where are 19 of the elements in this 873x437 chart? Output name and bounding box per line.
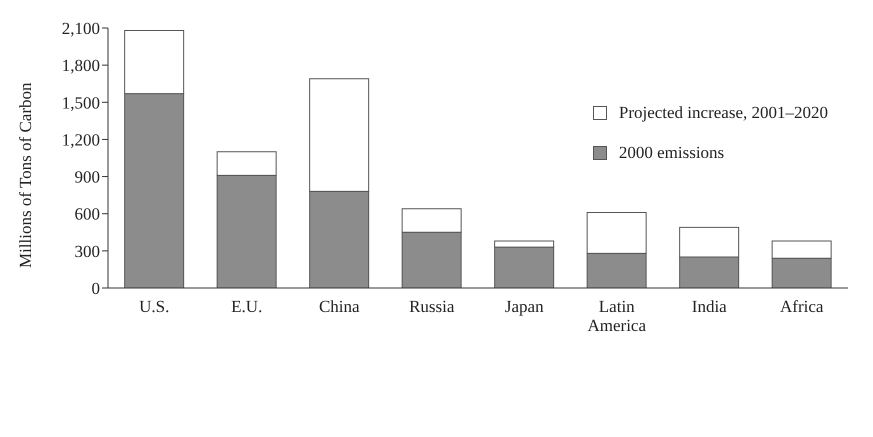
y-tick-label: 1,200 — [62, 130, 100, 150]
y-tick-label: 0 — [92, 279, 100, 298]
x-tick-label: U.S. — [139, 297, 170, 316]
x-tick-label: E.U. — [231, 297, 262, 316]
legend-label: 2000 emissions — [618, 143, 724, 163]
y-tick-label: 900 — [74, 168, 100, 187]
x-tick-label: Russia — [409, 297, 455, 316]
legend-label: Projected increase, 2001–2020 — [618, 103, 828, 123]
y-tick-label: 1,800 — [62, 56, 100, 76]
x-tick-label: India — [692, 297, 728, 316]
y-tick-label: 300 — [74, 242, 100, 261]
y-tick-label: 600 — [74, 204, 100, 224]
y-tick-label: 2,100 — [62, 19, 100, 38]
y-axis-title: Millions of Tons of Carbon — [16, 82, 36, 268]
x-tick-label: Latin America — [587, 297, 646, 335]
x-tick-label: Japan — [504, 297, 544, 316]
y-tick-label: 1,500 — [62, 93, 100, 112]
x-tick-label: Africa — [780, 297, 824, 316]
x-tick-label: China — [318, 297, 360, 316]
